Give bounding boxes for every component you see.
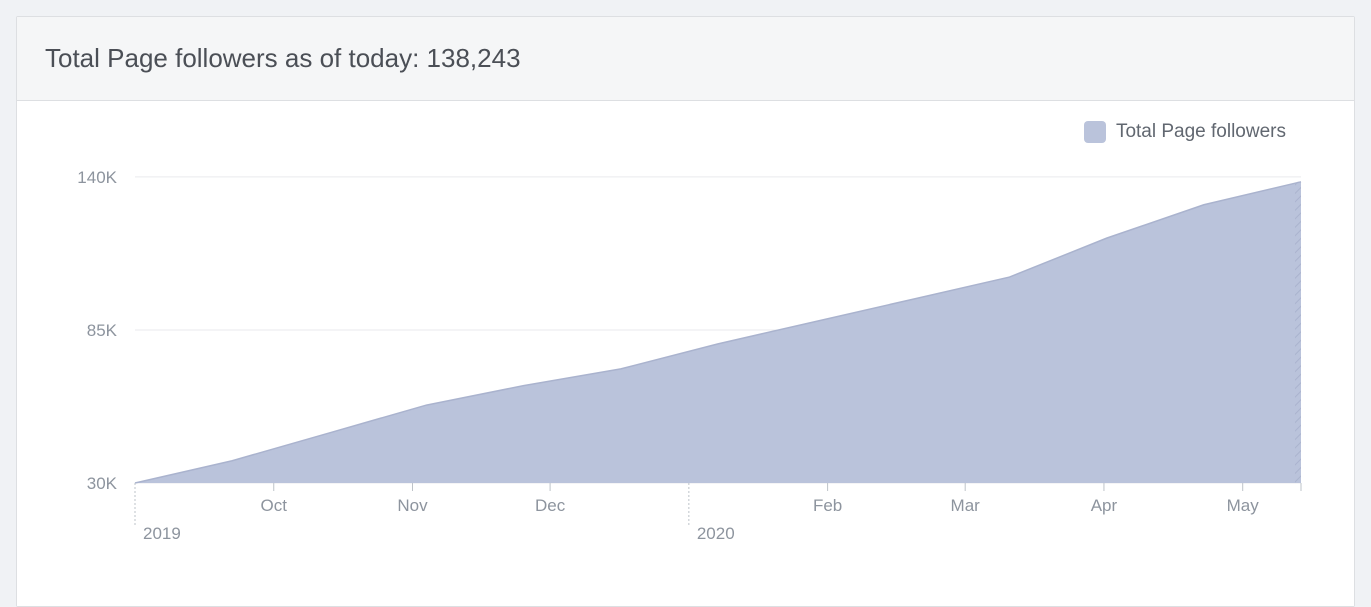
svg-text:2020: 2020 bbox=[697, 524, 735, 543]
svg-text:140K: 140K bbox=[77, 168, 117, 187]
chart-legend: Total Page followers bbox=[45, 121, 1326, 143]
svg-text:30K: 30K bbox=[87, 474, 118, 493]
legend-swatch bbox=[1084, 121, 1106, 143]
svg-text:Dec: Dec bbox=[535, 496, 566, 515]
chart-container: 30K 85K 140K Oct Nov Dec Feb Mar Apr May 2019 2020 bbox=[45, 153, 1326, 553]
followers-area-chart: 30K 85K 140K Oct Nov Dec Feb Mar Apr May 2019 2020 bbox=[45, 153, 1325, 553]
legend-label: Total Page followers bbox=[1116, 121, 1286, 143]
svg-text:May: May bbox=[1227, 496, 1260, 515]
card-body: Total Page followers 30K 85K 140K Oct Nov De… bbox=[17, 101, 1354, 606]
svg-text:2019: 2019 bbox=[143, 524, 181, 543]
svg-text:85K: 85K bbox=[87, 321, 118, 340]
svg-text:Mar: Mar bbox=[951, 496, 981, 515]
svg-text:Oct: Oct bbox=[261, 496, 288, 515]
card-header: Total Page followers as of today: 138,24… bbox=[17, 17, 1354, 101]
followers-card: Total Page followers as of today: 138,24… bbox=[16, 16, 1355, 607]
card-title: Total Page followers as of today: 138,24… bbox=[45, 43, 521, 73]
svg-text:Apr: Apr bbox=[1091, 496, 1118, 515]
svg-text:Feb: Feb bbox=[813, 496, 842, 515]
svg-text:Nov: Nov bbox=[397, 496, 428, 515]
